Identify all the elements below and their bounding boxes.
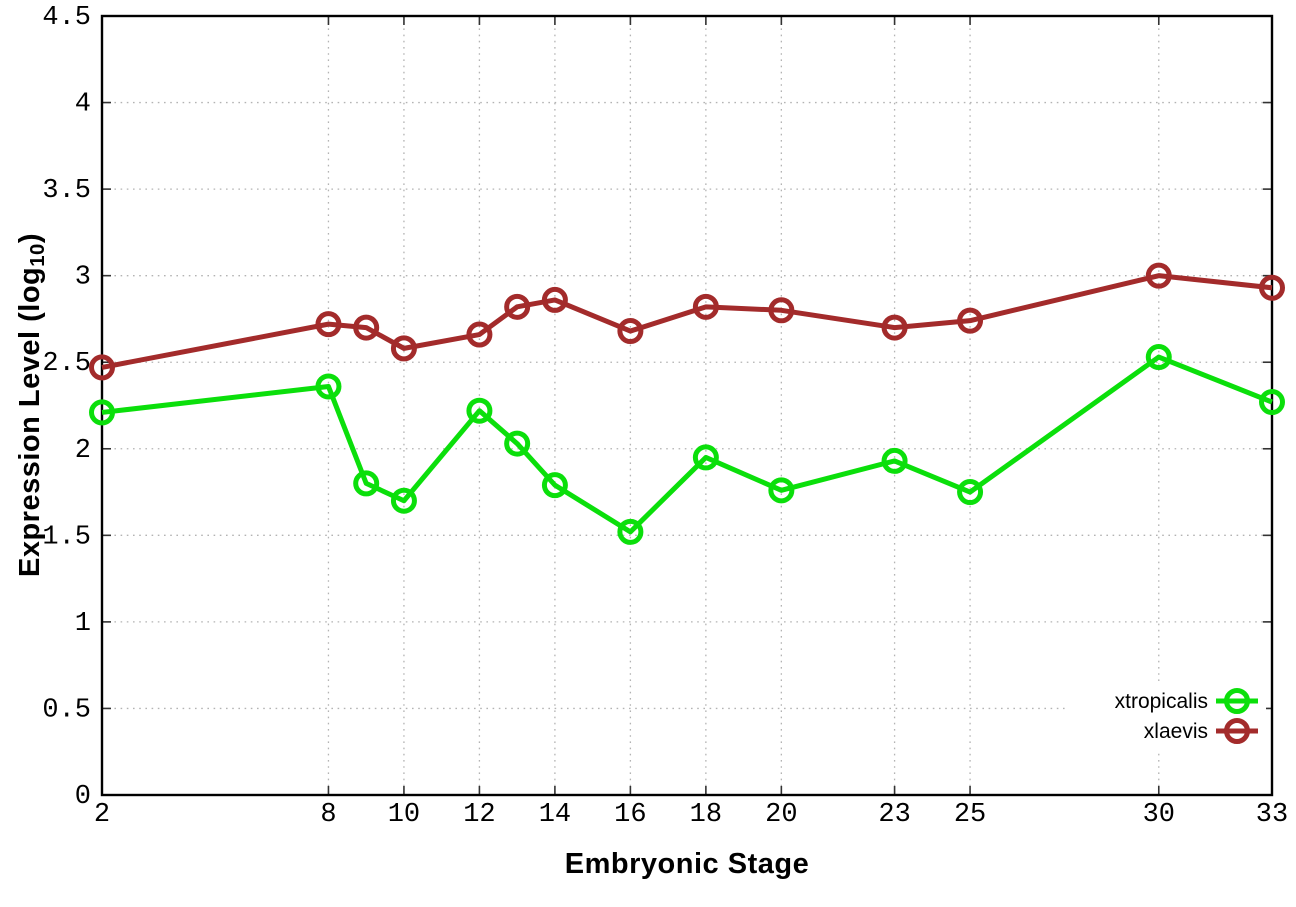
y-axis-title-suffix: ) bbox=[14, 233, 46, 244]
series-marker-xlaevis bbox=[466, 321, 493, 348]
series-marker-xlaevis bbox=[881, 314, 908, 341]
y-tick-label: 4 bbox=[75, 90, 91, 120]
x-tick-label: 2 bbox=[94, 800, 110, 830]
series-marker-xlaevis bbox=[504, 293, 531, 320]
series-marker-xlaevis bbox=[768, 297, 795, 324]
series-marker-xlaevis bbox=[390, 335, 417, 362]
ticks bbox=[101, 15, 1273, 796]
y-axis-title-prefix: Expression Level (log bbox=[14, 266, 46, 577]
series-xlaevis bbox=[89, 262, 1285, 381]
x-tick-label: 14 bbox=[539, 800, 571, 830]
y-tick-label: 0 bbox=[75, 782, 91, 812]
y-tick-label: 3.5 bbox=[42, 176, 91, 206]
series-marker-xtropicalis bbox=[466, 397, 493, 424]
series-marker-xlaevis bbox=[541, 286, 568, 313]
series-marker-xtropicalis bbox=[353, 470, 380, 497]
grid bbox=[101, 15, 1273, 796]
series-line-xtropicalis bbox=[101, 354, 1273, 535]
y-tick-label: 1 bbox=[75, 609, 91, 639]
y-axis-title: Expression Level (log10) bbox=[14, 205, 50, 605]
legend-label-xlaevis: xlaevis bbox=[1144, 720, 1208, 743]
y-tick-label: 2.5 bbox=[42, 349, 91, 379]
y-tick-label: 2 bbox=[75, 436, 91, 466]
x-tick-label: 20 bbox=[765, 800, 797, 830]
x-tick-label: 18 bbox=[690, 800, 722, 830]
series-marker-xlaevis bbox=[89, 354, 115, 381]
series-marker-xlaevis bbox=[315, 311, 342, 338]
x-tick-label: 10 bbox=[388, 800, 420, 830]
series-marker-xtropicalis bbox=[768, 477, 795, 504]
legend-label-xtropicalis: xtropicalis bbox=[1115, 690, 1208, 713]
x-tick-label: 25 bbox=[954, 800, 986, 830]
series-marker-xtropicalis bbox=[617, 518, 644, 545]
x-tick-label: 8 bbox=[320, 800, 336, 830]
tick-labels: 2 8 10 12 14 16 18 20 23 25 30 33 0 0.5 1 1.5 2 2.5 3 3.5 4 4… bbox=[42, 3, 1288, 830]
y-tick-label: 4.5 bbox=[42, 3, 91, 33]
series-marker-xlaevis bbox=[353, 314, 380, 341]
series-marker-xtropicalis bbox=[390, 487, 417, 514]
series-marker-xtropicalis bbox=[315, 373, 342, 400]
legend-marker-xlaevis bbox=[1224, 718, 1250, 744]
series-marker-xlaevis bbox=[1145, 262, 1172, 289]
y-axis-title-subscript: 10 bbox=[27, 243, 50, 267]
plot-border bbox=[100, 14, 1274, 797]
legend-marker-xtropicalis bbox=[1224, 688, 1250, 714]
series-marker-xtropicalis bbox=[881, 447, 908, 474]
series-marker-xlaevis bbox=[957, 307, 984, 334]
series-marker-xtropicalis bbox=[541, 472, 568, 499]
series-marker-xtropicalis bbox=[1259, 389, 1285, 416]
x-tick-label: 30 bbox=[1143, 800, 1175, 830]
series-marker-xtropicalis bbox=[1145, 344, 1172, 371]
legend: xtropicalis xlaevis bbox=[1066, 684, 1266, 750]
y-tick-label: 3 bbox=[75, 263, 91, 293]
series-marker-xlaevis bbox=[692, 293, 719, 320]
series-marker-xtropicalis bbox=[957, 479, 984, 506]
series-marker-xtropicalis bbox=[89, 399, 115, 426]
series-xtropicalis bbox=[89, 344, 1285, 545]
y-tick-label: 1.5 bbox=[42, 522, 91, 552]
x-tick-label: 23 bbox=[878, 800, 910, 830]
series-marker-xtropicalis bbox=[504, 430, 531, 457]
series-marker-xtropicalis bbox=[692, 444, 719, 471]
series-line-xlaevis bbox=[101, 273, 1273, 370]
series-marker-xlaevis bbox=[1259, 274, 1285, 301]
x-tick-label: 33 bbox=[1256, 800, 1288, 830]
series-marker-xlaevis bbox=[617, 318, 644, 345]
x-axis-title: Embryonic Stage bbox=[564, 848, 810, 880]
y-tick-label: 0.5 bbox=[42, 695, 91, 725]
x-tick-label: 12 bbox=[463, 800, 495, 830]
x-tick-label: 16 bbox=[614, 800, 646, 830]
